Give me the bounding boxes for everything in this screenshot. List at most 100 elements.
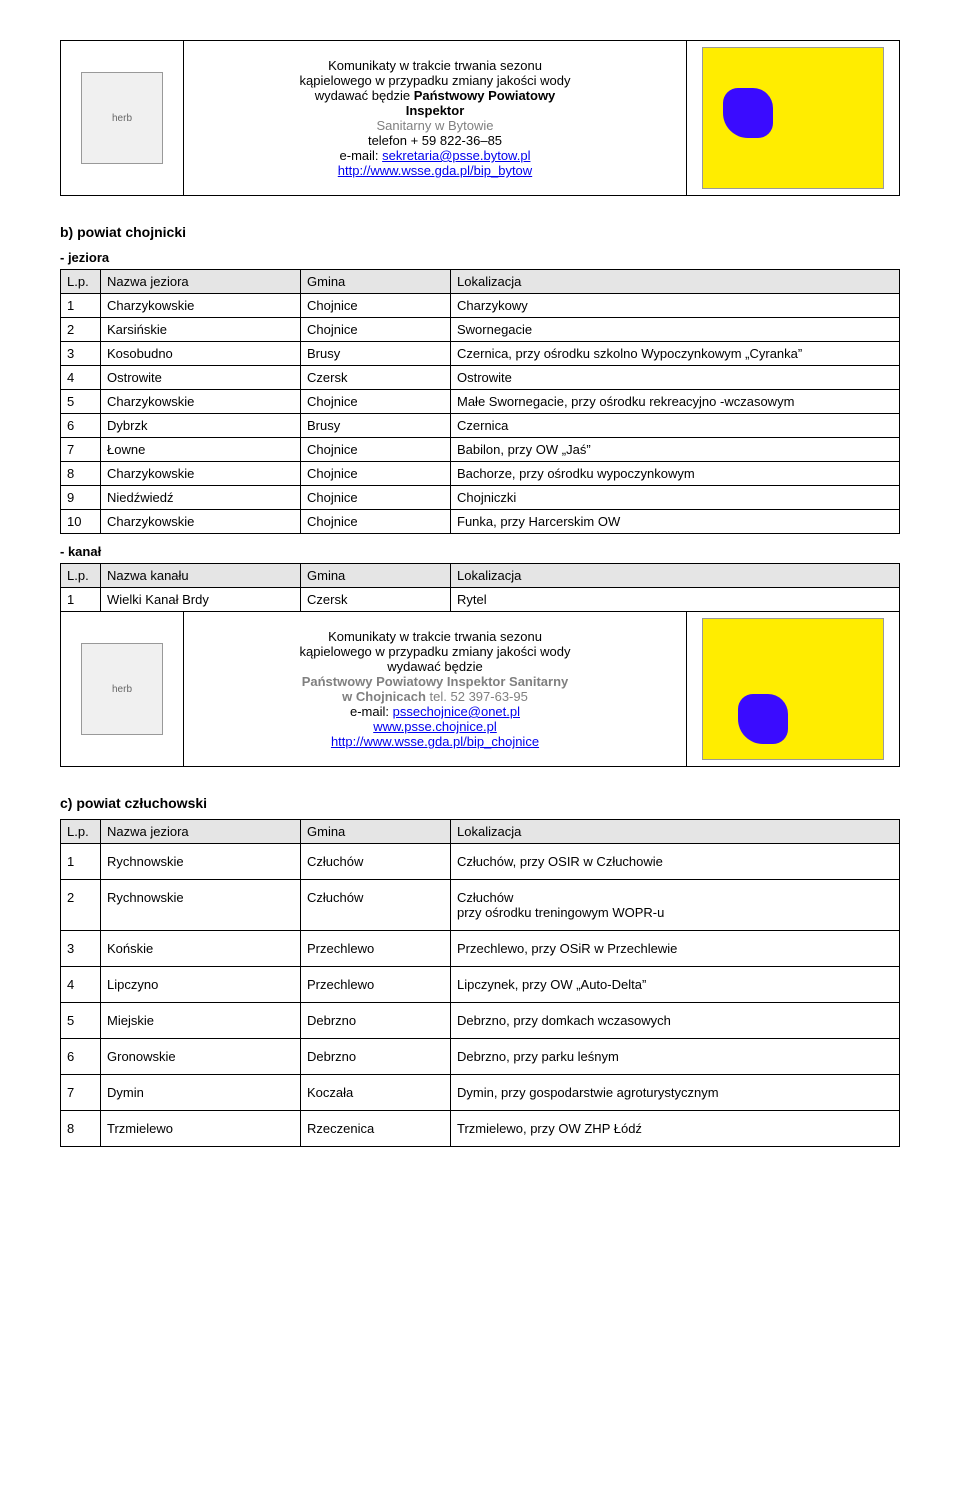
cell-gmina: Czersk (301, 366, 451, 390)
inst-bold: Inspektor (406, 103, 465, 118)
cell-gmina: Rzeczenica (301, 1111, 451, 1147)
cell-lok: Swornegacie (451, 318, 900, 342)
line: kąpielowego w przypadku zmiany jakości w… (300, 644, 571, 659)
header-text: Komunikaty w trakcie trwania sezonu kąpi… (184, 612, 687, 767)
header-text: Komunikaty w trakcie trwania sezonu kąpi… (184, 41, 687, 196)
cell-lok: Trzmielewo, przy OW ZHP Łódź (451, 1111, 900, 1147)
cell-nazwa: Lipczyno (101, 967, 301, 1003)
cell-gmina: Przechlewo (301, 967, 451, 1003)
cell-nazwa: Niedźwiedź (101, 486, 301, 510)
cell-gmina: Chojnice (301, 318, 451, 342)
cell-nazwa: Dymin (101, 1075, 301, 1111)
cell-n: 3 (61, 931, 101, 967)
cell-gmina: Brusy (301, 414, 451, 438)
cell-gmina: Chojnice (301, 294, 451, 318)
table-czluchow: L.p. Nazwa jeziora Gmina Lokalizacja 1Ry… (60, 819, 900, 1147)
cell-gmina: Chojnice (301, 486, 451, 510)
th-nazwa: Nazwa kanału (101, 564, 301, 588)
cell-lok: Babilon, przy OW „Jaś” (451, 438, 900, 462)
table-row: 1CharzykowskieChojniceCharzykowy (61, 294, 900, 318)
cell-nazwa: Charzykowskie (101, 510, 301, 534)
cell-nazwa: Kosobudno (101, 342, 301, 366)
sub-jeziora: - jeziora (60, 250, 900, 265)
cell-n: 2 (61, 880, 101, 931)
url-link[interactable]: http://www.wsse.gda.pl/bip_bytow (338, 163, 532, 178)
line: wydawać będzie (387, 659, 482, 674)
cell-nazwa: Ostrowite (101, 366, 301, 390)
cell-n: 5 (61, 1003, 101, 1039)
email-link[interactable]: pssechojnice@onet.pl (393, 704, 520, 719)
email-label: e-mail: (340, 148, 383, 163)
inst-grey: Sanitarny w Bytowie (376, 118, 493, 133)
map-cell (687, 612, 900, 767)
map-icon (702, 47, 884, 189)
cell-n: 7 (61, 1075, 101, 1111)
table-row: 4OstrowiteCzerskOstrowite (61, 366, 900, 390)
th-lok: Lokalizacja (451, 564, 900, 588)
coat-cell: herb (61, 612, 184, 767)
cell-lok: Bachorze, przy ośrodku wypoczynkowym (451, 462, 900, 486)
cell-lok: Rytel (451, 588, 900, 612)
th-nazwa: Nazwa jeziora (101, 820, 301, 844)
cell-nazwa: Karsińskie (101, 318, 301, 342)
inst-bold: Państwowy Powiatowy (414, 88, 556, 103)
table-row: 6GronowskieDebrznoDebrzno, przy parku le… (61, 1039, 900, 1075)
inst-grey: w Chojnicach (342, 689, 426, 704)
table-row: 7DyminKoczałaDymin, przy gospodarstwie a… (61, 1075, 900, 1111)
cell-n: 5 (61, 390, 101, 414)
cell-gmina: Chojnice (301, 390, 451, 414)
cell-lok: Człuchów, przy OSIR w Człuchowie (451, 844, 900, 880)
cell-n: 2 (61, 318, 101, 342)
table-row: 6DybrzkBrusyCzernica (61, 414, 900, 438)
cell-n: 6 (61, 1039, 101, 1075)
table-row: 2RychnowskieCzłuchówCzłuchówprzy ośrodku… (61, 880, 900, 931)
cell-nazwa: Gronowskie (101, 1039, 301, 1075)
cell-lok: Małe Swornegacie, przy ośrodku rekreacyj… (451, 390, 900, 414)
table-row: 8TrzmielewoRzeczenicaTrzmielewo, przy OW… (61, 1111, 900, 1147)
cell-nazwa: Charzykowskie (101, 294, 301, 318)
cell-nazwa: Wielki Kanał Brdy (101, 588, 301, 612)
table-row: 5CharzykowskieChojniceMałe Swornegacie, … (61, 390, 900, 414)
cell-lok: Debrzno, przy parku leśnym (451, 1039, 900, 1075)
cell-n: 7 (61, 438, 101, 462)
cell-gmina: Chojnice (301, 462, 451, 486)
email-label: e-mail: (350, 704, 393, 719)
th-gmina: Gmina (301, 820, 451, 844)
tel-grey: tel. 52 397-63-95 (426, 689, 528, 704)
cell-gmina: Człuchów (301, 844, 451, 880)
th-lok: Lokalizacja (451, 270, 900, 294)
table-row: 2KarsińskieChojniceSwornegacie (61, 318, 900, 342)
cell-n: 8 (61, 462, 101, 486)
map-cell (687, 41, 900, 196)
table-row: 7ŁowneChojniceBabilon, przy OW „Jaś” (61, 438, 900, 462)
header-bytow: herb Komunikaty w trakcie trwania sezonu… (60, 40, 900, 196)
table-row: 8CharzykowskieChojniceBachorze, przy ośr… (61, 462, 900, 486)
th-lp: L.p. (61, 564, 101, 588)
table-row: 1RychnowskieCzłuchówCzłuchów, przy OSIR … (61, 844, 900, 880)
coat-cell: herb (61, 41, 184, 196)
cell-lok: Lipczynek, przy OW „Auto-Delta” (451, 967, 900, 1003)
cell-lok: Czernica (451, 414, 900, 438)
cell-nazwa: Końskie (101, 931, 301, 967)
cell-gmina: Czersk (301, 588, 451, 612)
table-row: 10CharzykowskieChojniceFunka, przy Harce… (61, 510, 900, 534)
cell-lok: Charzykowy (451, 294, 900, 318)
header-chojnice: herb Komunikaty w trakcie trwania sezonu… (60, 612, 900, 767)
cell-nazwa: Charzykowskie (101, 390, 301, 414)
cell-n: 1 (61, 294, 101, 318)
cell-n: 8 (61, 1111, 101, 1147)
th-lp: L.p. (61, 270, 101, 294)
cell-n: 1 (61, 588, 101, 612)
url-link[interactable]: http://www.wsse.gda.pl/bip_chojnice (331, 734, 539, 749)
inst-grey: Państwowy Powiatowy Inspektor Sanitarny (302, 674, 569, 689)
email-link[interactable]: sekretaria@psse.bytow.pl (382, 148, 530, 163)
table-row: 5MiejskieDebrznoDebrzno, przy domkach wc… (61, 1003, 900, 1039)
cell-lok: Ostrowite (451, 366, 900, 390)
cell-lok: Człuchówprzy ośrodku treningowym WOPR-u (451, 880, 900, 931)
cell-gmina: Debrzno (301, 1003, 451, 1039)
table-row: 1Wielki Kanał BrdyCzerskRytel (61, 588, 900, 612)
cell-n: 4 (61, 967, 101, 1003)
phone: telefon + 59 822-36–85 (368, 133, 502, 148)
url-link[interactable]: www.psse.chojnice.pl (373, 719, 497, 734)
table-chojnice-jeziora: L.p. Nazwa jeziora Gmina Lokalizacja 1Ch… (60, 269, 900, 534)
